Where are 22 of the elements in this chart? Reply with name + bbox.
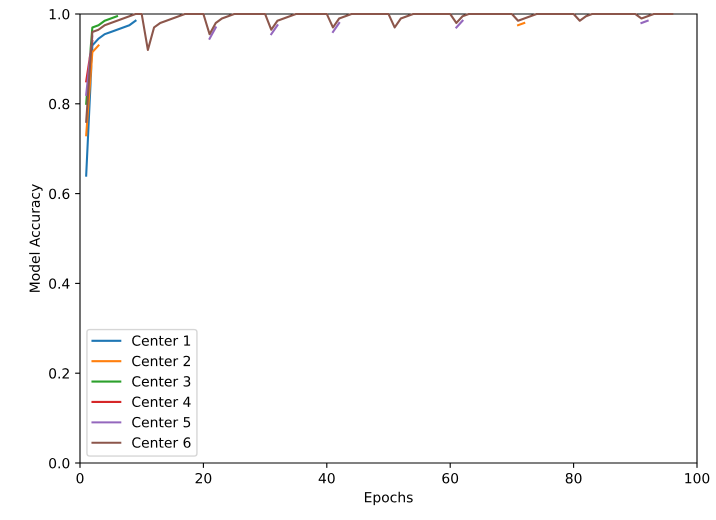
x-axis-title: Epochs: [364, 492, 413, 506]
legend-label: Center 1: [132, 335, 190, 346]
legend-label: Center 2: [132, 356, 190, 366]
x-tick-label: 20: [196, 472, 212, 484]
y-tick-label: 0.6: [49, 188, 70, 200]
line-series: [85, 12, 674, 123]
y-tick-label: 0.2: [49, 368, 69, 379]
legend-label: Center 4: [132, 396, 191, 408]
x-tick-label: 0: [76, 472, 84, 484]
y-tick-label: 1.0: [50, 8, 70, 20]
x-tick-label: 80: [566, 472, 582, 484]
x-tick-label: 100: [685, 472, 710, 484]
y-tick-label: 0.8: [49, 98, 70, 110]
y-tick-label: 0.4: [49, 278, 70, 289]
legend-label: Center 5: [132, 416, 190, 428]
y-tick-label: 0.0: [49, 458, 70, 468]
x-tick-label: 40: [318, 472, 335, 484]
line-series: [85, 20, 137, 177]
y-axis-title: Model Accuracy: [29, 184, 43, 292]
legend-label: Center 3: [132, 376, 190, 387]
legend-label: Center 6: [132, 437, 191, 448]
x-tick-label: 60: [442, 472, 458, 484]
